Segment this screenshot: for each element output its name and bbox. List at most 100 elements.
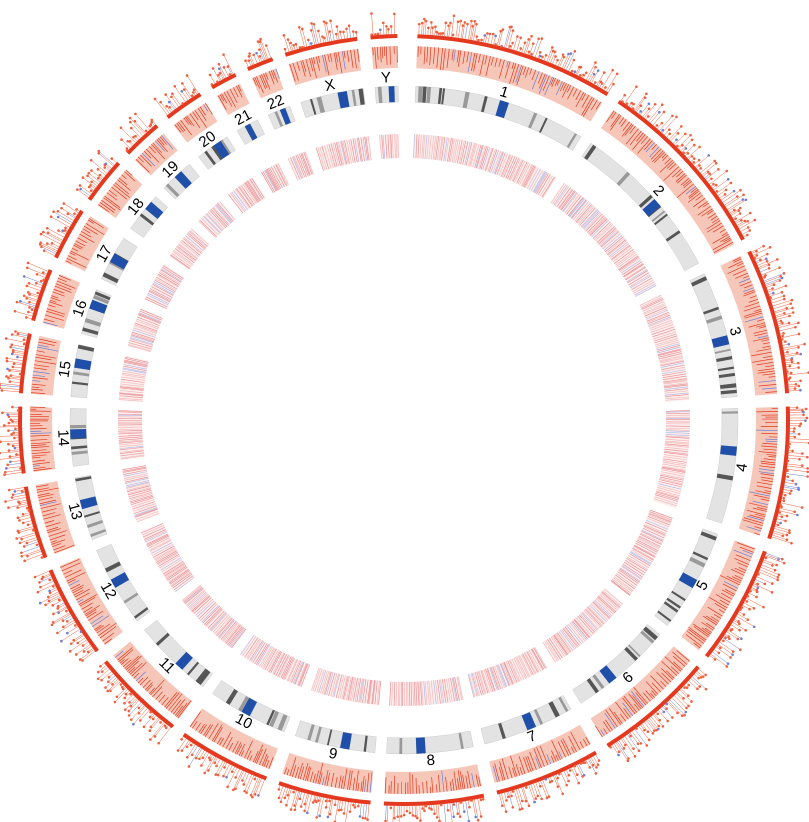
link-line: [126, 660, 139, 672]
heat-line: [330, 143, 338, 167]
link-line: [35, 484, 49, 488]
scatter-dot: [89, 184, 92, 187]
scatter-stem: [1, 390, 20, 392]
scatter-stem: [647, 719, 657, 731]
link-line: [711, 218, 720, 224]
heat-line: [508, 659, 519, 683]
scatter-stem: [566, 51, 576, 70]
scatter-stem: [788, 385, 799, 388]
scatter-dot: [277, 788, 281, 791]
heat-line: [441, 679, 447, 703]
link-line: [734, 567, 746, 574]
scatter-stem: [457, 802, 461, 817]
scatter-dot: [134, 134, 137, 138]
heat-line: [413, 681, 416, 706]
heat-line: [663, 380, 688, 385]
link-line: [558, 751, 563, 760]
scatter-dot: [447, 24, 450, 27]
scatter-dot: [797, 346, 800, 349]
scatter-dot: [780, 291, 784, 294]
scatter-dot: [163, 724, 167, 728]
heat-line: [571, 199, 588, 219]
heat-line: [180, 241, 200, 257]
scatter-dot: [790, 541, 793, 545]
scatter-stem: [662, 706, 673, 718]
link-line: [649, 146, 660, 158]
scatter-dot: [310, 22, 313, 25]
scatter-dot: [446, 808, 450, 812]
heat-line: [205, 608, 223, 626]
link-line: [228, 742, 234, 751]
scatter-dot: [639, 110, 643, 113]
scatter-stem: [676, 693, 689, 707]
heat-line: [304, 151, 314, 175]
heat-line: [664, 450, 688, 455]
scatter-dot: [318, 814, 321, 818]
heat-line: [205, 608, 223, 627]
link-line: [357, 782, 360, 792]
link-line: [203, 104, 209, 112]
heat-line: [655, 492, 679, 501]
link-line: [567, 86, 575, 100]
heat-line: [638, 536, 661, 549]
scatter-stem: [26, 298, 37, 302]
heat-line: [172, 573, 193, 589]
link-line: [33, 371, 50, 374]
link-line: [66, 572, 86, 582]
heat-line: [119, 446, 144, 450]
scatter-dot: [361, 816, 365, 820]
scatter-stem: [53, 211, 73, 223]
scatter-stem: [731, 210, 739, 216]
heat-line: [246, 638, 260, 659]
scatter-stem: [29, 294, 39, 298]
link-line: [676, 174, 687, 184]
heat-line: [123, 364, 148, 370]
heat-line: [636, 540, 658, 553]
scatter-dot: [317, 29, 320, 33]
scatter-dot: [8, 380, 12, 383]
scatter-stem: [559, 56, 565, 67]
scatter-stem: [562, 53, 569, 69]
heat-line: [659, 479, 683, 486]
link-line: [440, 47, 444, 70]
link-line: [30, 406, 46, 408]
heat-line: [165, 563, 186, 578]
scatter-stem: [649, 717, 659, 730]
heat-line: [158, 553, 180, 567]
heat-line: [476, 145, 484, 169]
scatter-dot: [704, 687, 708, 691]
scatter-dot: [724, 636, 727, 640]
heat-line: [603, 234, 623, 251]
chromosome-label: 17: [93, 243, 116, 266]
heat-line: [240, 184, 255, 206]
link-line: [347, 770, 351, 790]
heat-line: [123, 361, 148, 368]
link-line: [719, 228, 726, 233]
heat-line: [364, 679, 369, 704]
heat-line: [356, 678, 362, 703]
scatter-dot: [399, 815, 403, 818]
heat-line: [118, 397, 143, 401]
scatter-dot: [249, 793, 253, 797]
heat-line: [216, 617, 233, 637]
heat-line: [297, 154, 307, 177]
heat-line: [151, 542, 173, 554]
scatter-dot: [48, 578, 52, 582]
chromosome-group: 3: [639, 244, 809, 402]
scatter-stem: [684, 144, 695, 155]
scatter-dot: [592, 72, 596, 76]
link-line: [297, 763, 303, 779]
heat-line: [362, 136, 367, 161]
chromosome-group: Y: [370, 12, 400, 159]
link-line: [152, 142, 162, 154]
cyto-band: [628, 644, 641, 658]
scatter-dot: [36, 590, 40, 594]
heat-line: [149, 540, 172, 552]
scatter-dot: [776, 523, 780, 527]
link-line: [197, 107, 207, 121]
heat-line: [582, 210, 600, 229]
centromere: [521, 712, 537, 731]
link-line: [734, 558, 750, 565]
heat-line: [419, 134, 422, 159]
heat-line: [578, 206, 595, 225]
